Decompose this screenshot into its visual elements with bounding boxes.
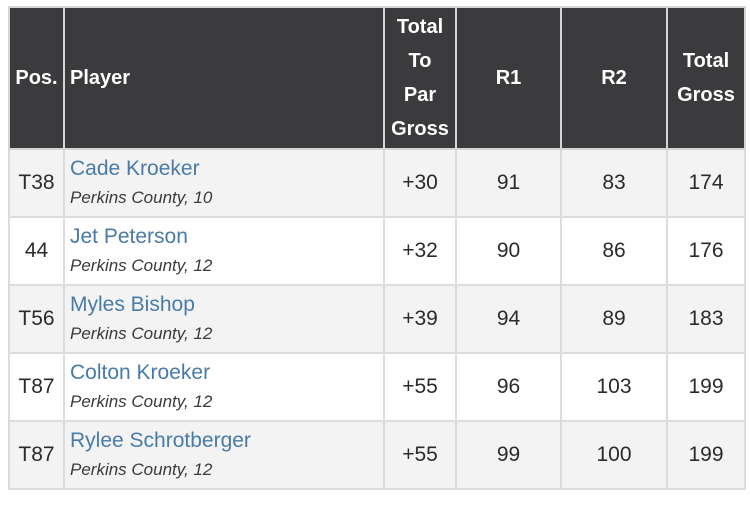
table-row: T87 Rylee Schrotberger Perkins County, 1… (8, 420, 746, 490)
header-r1[interactable]: R1 (455, 6, 562, 150)
player-school-grade: Perkins County, 10 (70, 187, 213, 207)
table-row: 44 Jet Peterson Perkins County, 12 +32 9… (8, 216, 746, 286)
player-school-grade: Perkins County, 12 (70, 323, 213, 343)
r2-cell: 100 (560, 420, 668, 490)
to-par-cell: +55 (383, 352, 457, 422)
pos-cell: T38 (8, 148, 65, 218)
r1-cell: 91 (455, 148, 562, 218)
total-cell: 174 (666, 148, 746, 218)
total-cell: 199 (666, 352, 746, 422)
player-name-link[interactable]: Colton Kroeker (70, 360, 211, 384)
r1-cell: 90 (455, 216, 562, 286)
pos-cell: 44 (8, 216, 65, 286)
header-total-line: Gross (677, 84, 735, 106)
header-to-par-line: Gross (391, 118, 449, 140)
player-name-link[interactable]: Myles Bishop (70, 292, 195, 316)
player-name-link[interactable]: Cade Kroeker (70, 156, 200, 180)
r2-cell: 103 (560, 352, 668, 422)
r1-cell: 99 (455, 420, 562, 490)
table-row: T87 Colton Kroeker Perkins County, 12 +5… (8, 352, 746, 422)
header-to-par-line: To (408, 50, 432, 72)
player-name-link[interactable]: Rylee Schrotberger (70, 428, 251, 452)
r2-cell: 83 (560, 148, 668, 218)
player-school-grade: Perkins County, 12 (70, 459, 213, 479)
header-total-to-par-gross[interactable]: Total To Par Gross (383, 6, 457, 150)
to-par-cell: +32 (383, 216, 457, 286)
header-to-par-line: Total (396, 16, 444, 38)
player-cell: Colton Kroeker Perkins County, 12 (63, 352, 385, 422)
pos-cell: T87 (8, 420, 65, 490)
header-r2[interactable]: R2 (560, 6, 668, 150)
header-total-line: Total (682, 50, 730, 72)
player-cell: Jet Peterson Perkins County, 12 (63, 216, 385, 286)
header-row: Pos. Player Total To Par Gross R1 R2 Tot… (8, 6, 746, 150)
player-school-grade: Perkins County, 12 (70, 255, 213, 275)
total-cell: 176 (666, 216, 746, 286)
table-row: T38 Cade Kroeker Perkins County, 10 +30 … (8, 148, 746, 218)
header-to-par-line: Par (403, 84, 437, 106)
header-pos[interactable]: Pos. (8, 6, 65, 150)
r2-cell: 89 (560, 284, 668, 354)
total-cell: 199 (666, 420, 746, 490)
to-par-cell: +39 (383, 284, 457, 354)
pos-cell: T87 (8, 352, 65, 422)
r1-cell: 94 (455, 284, 562, 354)
player-school-grade: Perkins County, 12 (70, 391, 213, 411)
player-name-link[interactable]: Jet Peterson (70, 224, 188, 248)
leaderboard-table: Pos. Player Total To Par Gross R1 R2 Tot… (8, 6, 746, 490)
player-cell: Myles Bishop Perkins County, 12 (63, 284, 385, 354)
pos-cell: T56 (8, 284, 65, 354)
r1-cell: 96 (455, 352, 562, 422)
r2-cell: 86 (560, 216, 668, 286)
total-cell: 183 (666, 284, 746, 354)
player-cell: Cade Kroeker Perkins County, 10 (63, 148, 385, 218)
player-cell: Rylee Schrotberger Perkins County, 12 (63, 420, 385, 490)
to-par-cell: +55 (383, 420, 457, 490)
to-par-cell: +30 (383, 148, 457, 218)
table-row: T56 Myles Bishop Perkins County, 12 +39 … (8, 284, 746, 354)
header-player[interactable]: Player (63, 6, 385, 150)
header-total-gross[interactable]: Total Gross (666, 6, 746, 150)
leaderboard-container: Pos. Player Total To Par Gross R1 R2 Tot… (8, 6, 746, 490)
